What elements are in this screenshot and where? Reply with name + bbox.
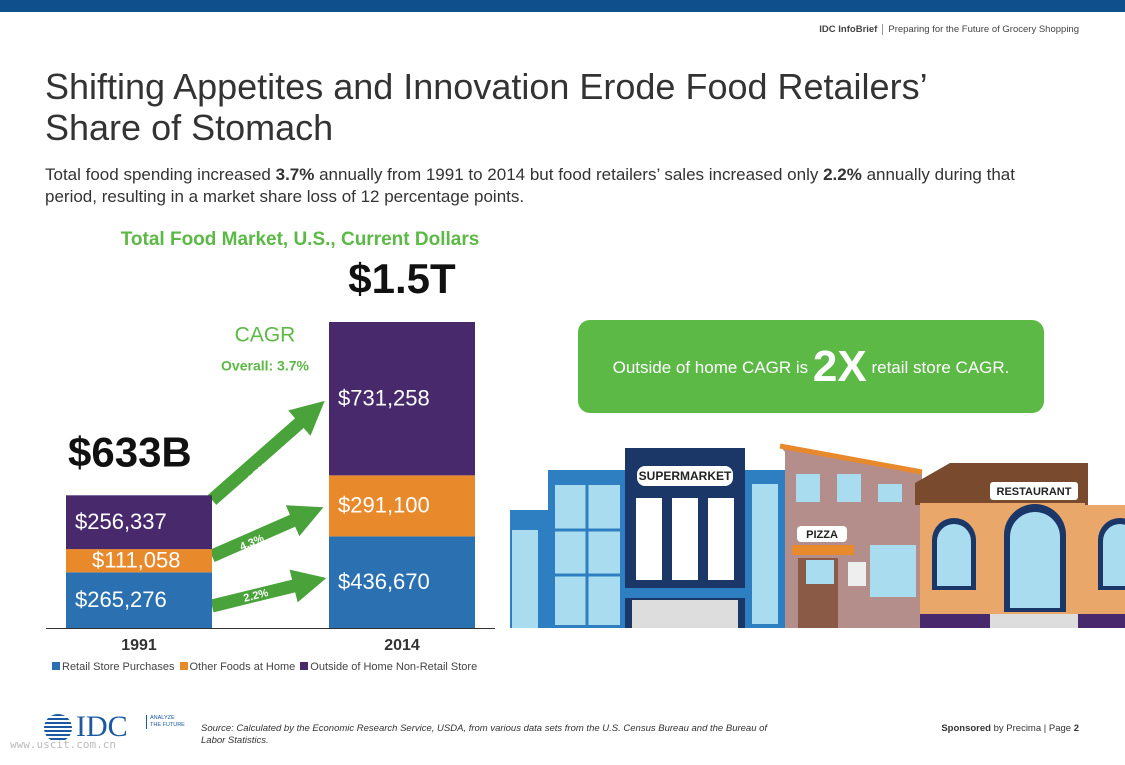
sign: RESTAURANT [997, 486, 1072, 498]
title-line: Share of Stomach [45, 107, 334, 148]
header-brand: IDC InfoBrief [819, 24, 878, 35]
callout-text: retail store CAGR. [867, 358, 1010, 377]
sign: SUPERMARKET [639, 469, 732, 483]
legend-swatch [179, 662, 188, 670]
cagr-title: CAGR [235, 324, 296, 347]
intro: Total food spending increased 3.7% annua… [45, 164, 1065, 208]
value-label: $111,058 [92, 548, 181, 573]
header-subtitle: Preparing for the Future of Grocery Shop… [882, 24, 1079, 35]
value-label: $265,276 [75, 587, 167, 612]
top-bar [0, 0, 1125, 12]
bar-segment [329, 475, 475, 537]
legend-swatch [52, 662, 60, 670]
total-label: $1.5T [348, 255, 456, 302]
bar-segment [329, 536, 475, 628]
value-label: $436,670 [338, 569, 430, 594]
logo-text: IDC [76, 710, 128, 743]
sponsor-text: by Precima | Page [990, 723, 1074, 734]
cagr-arrows: 2.2% 4.3% 4.7% [207, 400, 327, 613]
title-line: Shifting Appetites and Innovation Erode … [45, 66, 928, 107]
category-label: 2014 [384, 637, 420, 654]
callout-emphasis: 2X [813, 342, 867, 391]
bar-segment [66, 495, 212, 550]
sign: PIZZA [806, 529, 838, 541]
sponsor-text: Sponsored [941, 723, 991, 734]
legend-swatch [300, 662, 309, 670]
legend-item: Retail Store Purchases [52, 661, 175, 673]
callout-box [578, 320, 1044, 413]
source: Source: Calculated by the Economic Resea… [201, 723, 768, 746]
header: IDC InfoBrief Preparing for the Future of… [819, 24, 1079, 35]
intro-emphasis: 3.7% [275, 165, 315, 184]
buildings: SUPERMARKET PIZZA RESTAURANT [510, 443, 1125, 628]
chart-title: Total Food Market, U.S., Current Dollars [121, 229, 480, 250]
cagr-rate: 2.2% [242, 587, 269, 605]
callout: Outside of home CAGR is 2X retail store … [613, 342, 1010, 391]
page-number: 2 [1073, 723, 1079, 734]
legend-label: Outside of Home Non-Retail Store [310, 661, 478, 673]
total-label: $633B [68, 428, 192, 475]
title: Shifting Appetites and Innovation Erode … [45, 66, 928, 148]
bar-segment [66, 549, 212, 573]
value-label: $291,100 [338, 493, 430, 518]
callout-text: Outside of home CAGR is [613, 358, 813, 377]
legend: Retail Store Purchases Other Foods at Hom… [52, 661, 482, 673]
cagr-rate: 4.3% [238, 532, 266, 553]
legend-item: Other Foods at Home [179, 661, 296, 673]
intro-text: annually from 1991 to 2014 but food reta… [314, 165, 824, 184]
value-label: $731,258 [338, 385, 430, 410]
intro-text: Total food spending increased [45, 165, 276, 184]
intro-text: annually during that period, resulting i… [45, 165, 1015, 206]
watermark: www.uscit.com.cn [10, 738, 116, 751]
bar-segment [329, 322, 475, 476]
legend-label: Retail Store Purchases [62, 661, 175, 673]
legend-label: Other Foods at Home [189, 661, 296, 673]
value-label: $256,337 [75, 509, 167, 534]
intro-emphasis: 2.2% [823, 165, 862, 184]
bar-segment [66, 572, 212, 628]
logo-tagline: ANALYZE THE FUTURE [146, 715, 186, 729]
sponsor: Sponsored by Precima | Page 2 [941, 723, 1079, 734]
logo: IDC ANALYZE THE FUTURE [44, 710, 185, 743]
legend-item: Outside of Home Non-Retail Store [300, 661, 477, 673]
category-label: 1991 [121, 637, 157, 654]
cagr-overall: Overall: 3.7% [221, 358, 309, 374]
